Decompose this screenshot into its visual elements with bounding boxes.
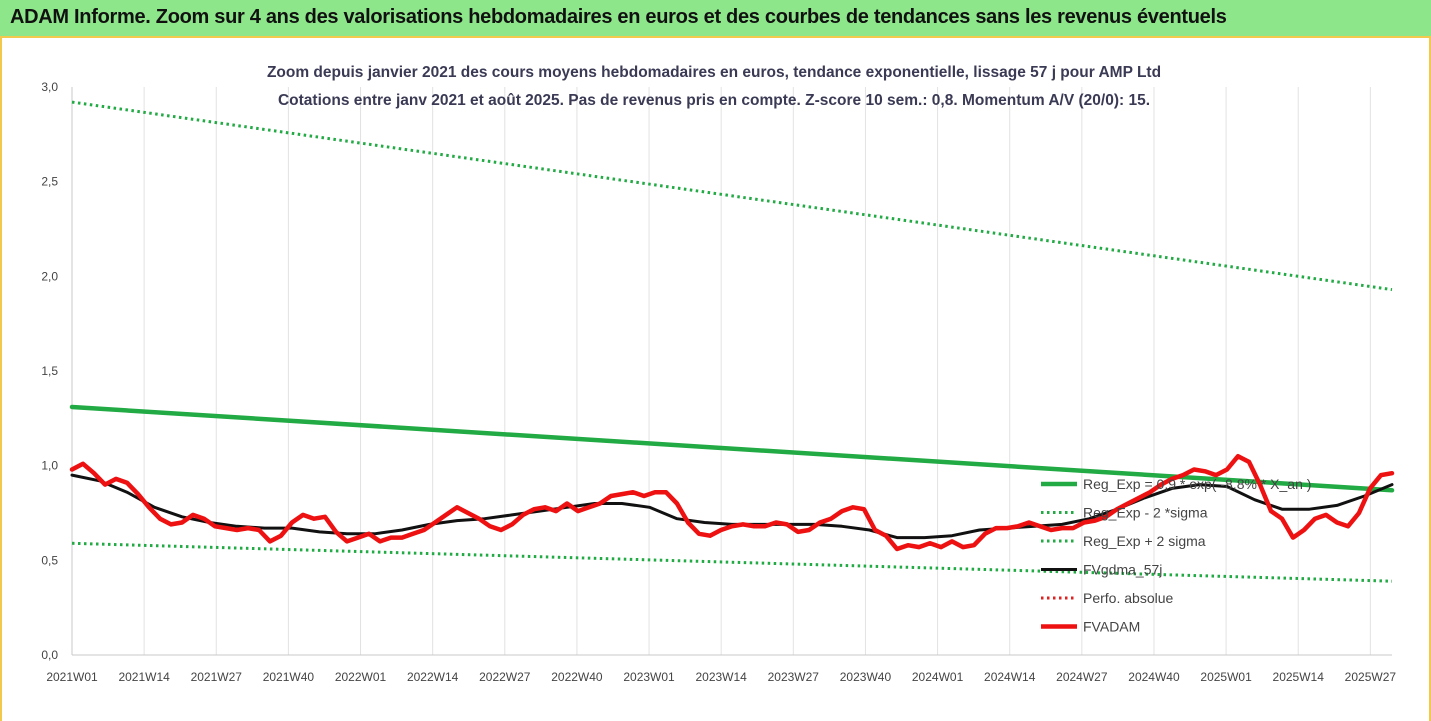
x-tick-label: 2025W14 (1273, 670, 1325, 684)
header-banner: ADAM Informe. Zoom sur 4 ans des valoris… (0, 0, 1431, 38)
x-tick-label: 2023W01 (623, 670, 675, 684)
x-tick-label: 2024W40 (1128, 670, 1180, 684)
x-tick-label: 2022W14 (407, 670, 459, 684)
x-tick-label: 2023W14 (695, 670, 747, 684)
legend-label-5: FVADAM (1083, 619, 1140, 635)
x-tick-label: 2022W01 (335, 670, 387, 684)
x-tick-label: 2023W27 (768, 670, 820, 684)
y-axis: 0,0 0,5 1,0 1,5 2,0 2,5 3,0 (41, 80, 73, 662)
x-tick-label: 2022W40 (551, 670, 603, 684)
chart-title-line2: Cotations entre janv 2021 et août 2025. … (278, 92, 1150, 109)
chart-title-line1: Zoom depuis janvier 2021 des cours moyen… (267, 64, 1161, 81)
series-line-0 (69, 404, 1395, 493)
y-tick-label: 0,5 (41, 553, 58, 567)
x-tick-label: 2021W14 (118, 670, 170, 684)
legend-label-0: Reg_Exp = 0,9 * exp( -8,8% * X_an ) (1083, 476, 1311, 492)
x-tick-label: 2024W27 (1056, 670, 1108, 684)
series-lines (69, 100, 1395, 583)
legend: Reg_Exp = 0,9 * exp( -8,8% * X_an ) Reg_E… (1041, 476, 1311, 635)
y-tick-label: 2,0 (41, 269, 58, 283)
line-chart: 0,00,51,01,52,02,53,0 2021W01 2021W14 2021… (41, 64, 1397, 684)
x-tick-label: 2024W14 (984, 670, 1036, 684)
x-tick-label: 2021W40 (263, 670, 315, 684)
legend-label-4: Perfo. absolue (1083, 590, 1173, 606)
page-title: ADAM Informe. Zoom sur 4 ans des valoris… (10, 6, 1227, 28)
x-tick-label: 2021W27 (191, 670, 243, 684)
series-line-1 (71, 541, 1393, 583)
series-line-5 (69, 453, 1395, 552)
legend-label-1: Reg_Exp - 2 *sigma (1083, 505, 1208, 521)
legend-label-3: FVgdma_57j (1083, 562, 1162, 578)
grid (71, 87, 1371, 655)
chart-frame (0, 38, 1431, 721)
y-tick-label: 1,0 (41, 459, 58, 473)
x-tick-label: 2022W27 (479, 670, 531, 684)
y-tick-label: 3,0 (41, 80, 58, 94)
x-axis: 2021W01 2021W14 2021W27 2021W40 2022W01 2022W… (46, 654, 1397, 684)
y-tick-label: 2,5 (41, 175, 58, 189)
x-tick-label: 2025W27 (1345, 670, 1397, 684)
x-tick-label: 2023W40 (840, 670, 892, 684)
x-tick-label: 2021W01 (46, 670, 98, 684)
x-tick-label: 2025W01 (1200, 670, 1252, 684)
y-tick-label: 0,0 (41, 648, 58, 662)
x-tick-label: 2024W01 (912, 670, 964, 684)
series-line-2 (71, 100, 1393, 292)
legend-label-2: Reg_Exp + 2 sigma (1083, 533, 1206, 549)
y-tick-label: 1,5 (41, 364, 58, 378)
